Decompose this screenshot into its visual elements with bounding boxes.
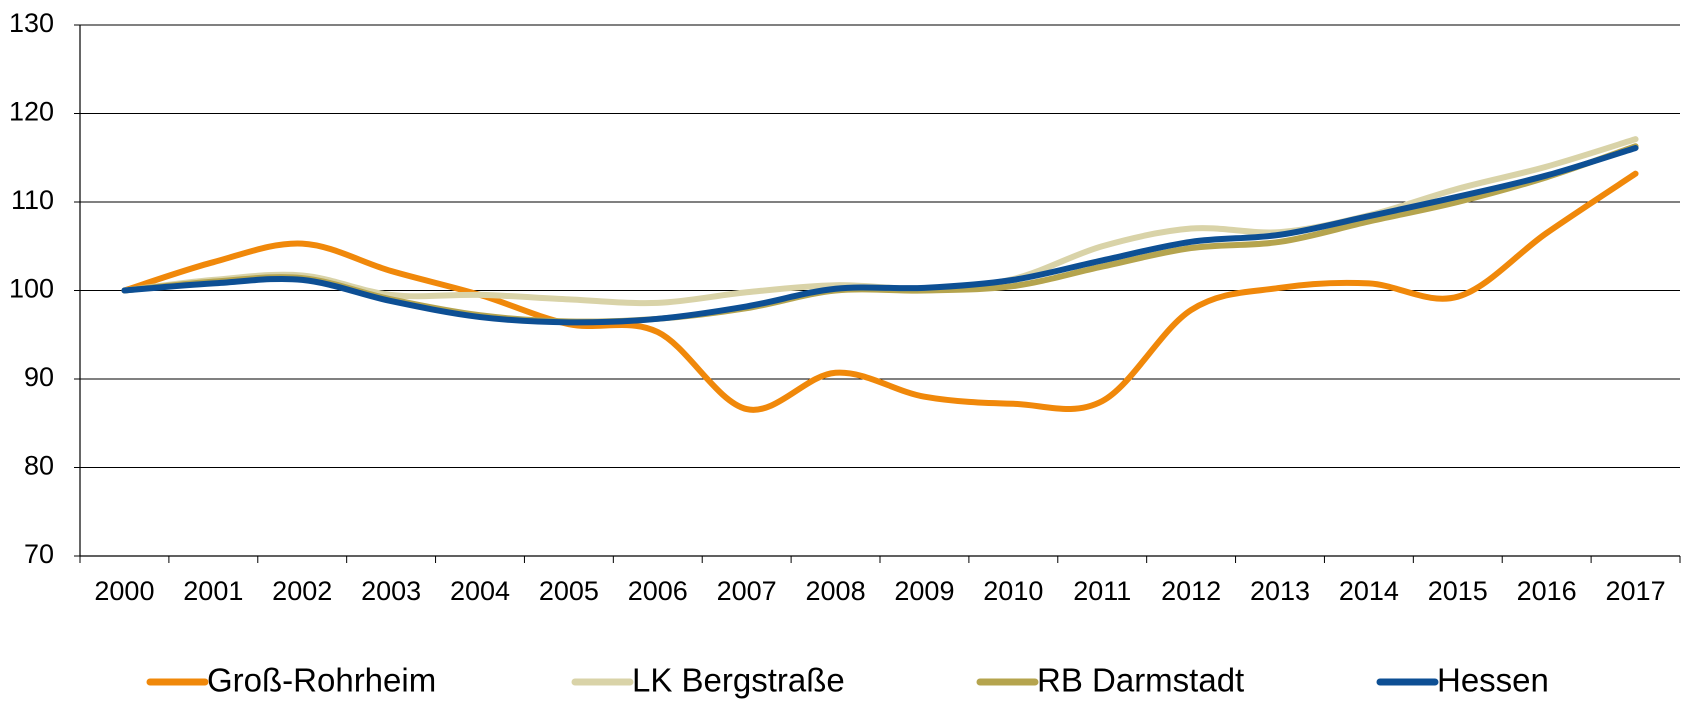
- x-tick-label: 2000: [94, 576, 154, 606]
- x-tick-label: 2011: [1073, 576, 1131, 606]
- legend-label: Hessen: [1437, 662, 1549, 699]
- x-tick-label: 2012: [1161, 576, 1221, 606]
- x-tick-label: 2015: [1428, 576, 1488, 606]
- y-tick-label: 90: [24, 362, 54, 392]
- x-tick-label: 2009: [894, 576, 954, 606]
- x-tick-label: 2014: [1339, 576, 1399, 606]
- y-tick-label: 110: [11, 185, 54, 215]
- x-tick-label: 2017: [1606, 576, 1666, 606]
- x-tick-label: 2010: [983, 576, 1043, 606]
- y-tick-label: 80: [24, 451, 54, 481]
- x-tick-label: 2006: [628, 576, 688, 606]
- series-line: [121, 170, 1639, 413]
- x-tick-label: 2002: [272, 576, 332, 606]
- x-tick-label: 2008: [806, 576, 866, 606]
- y-tick-label: 70: [24, 539, 54, 569]
- x-tick-label: 2003: [361, 576, 421, 606]
- x-tick-label: 2013: [1250, 576, 1310, 606]
- series-line: [121, 136, 1639, 307]
- x-tick-label: 2004: [450, 576, 510, 606]
- x-tick-label: 2007: [717, 576, 777, 606]
- series-line: [121, 145, 1639, 326]
- x-tick-label: 2016: [1517, 576, 1577, 606]
- x-tick-label: 2005: [539, 576, 599, 606]
- legend-label: Groß-Rohrheim: [207, 662, 436, 699]
- legend-label: LK Bergstraße: [632, 662, 845, 699]
- y-tick-label: 120: [9, 97, 54, 127]
- y-tick-label: 130: [9, 8, 54, 38]
- x-tick-label: 2001: [183, 576, 243, 606]
- legend-label: RB Darmstadt: [1037, 662, 1244, 699]
- y-tick-label: 100: [9, 274, 54, 304]
